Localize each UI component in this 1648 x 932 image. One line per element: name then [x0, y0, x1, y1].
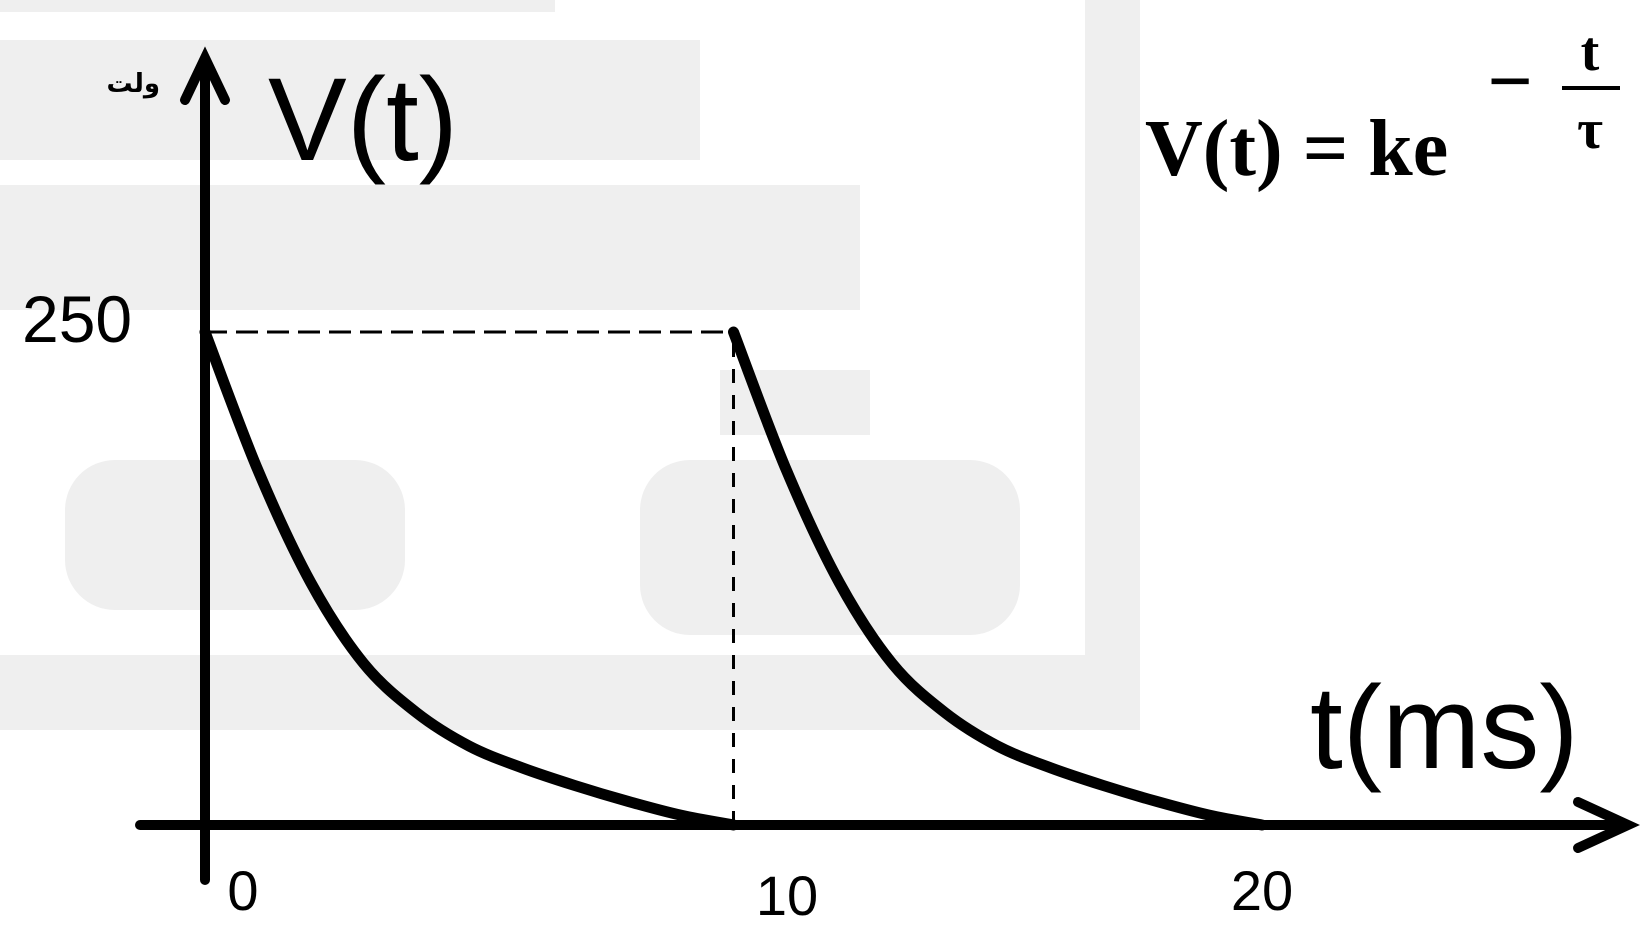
formula: V(t) = ke − t τ: [1145, 21, 1620, 193]
y-axis-arrowhead: [180, 46, 230, 105]
formula-exp-denominator: τ: [1577, 99, 1603, 161]
formula-lhs: V(t) = ke: [1145, 105, 1448, 193]
x-axis-arrowhead: [1573, 797, 1640, 853]
series-group: [199, 326, 1268, 831]
x-tick-label-20: 20: [1231, 859, 1293, 922]
watermark: [0, 0, 1140, 730]
x-tick-label-10: 10: [756, 864, 818, 927]
x-axis-label: t(ms): [1310, 662, 1579, 794]
y-axis-label: V(t): [268, 54, 458, 186]
series-curve-2: [728, 326, 1268, 831]
y-tick-label-250: 250: [22, 282, 132, 356]
y-axis-unit: ولت: [107, 69, 160, 99]
axes: [135, 46, 1640, 885]
guide-lines: [205, 330, 735, 825]
x-tick-label-0: 0: [227, 859, 258, 922]
series-curve-1: [199, 326, 739, 831]
formula-exp-sign: −: [1487, 38, 1533, 126]
formula-exp-numerator: t: [1581, 21, 1600, 83]
